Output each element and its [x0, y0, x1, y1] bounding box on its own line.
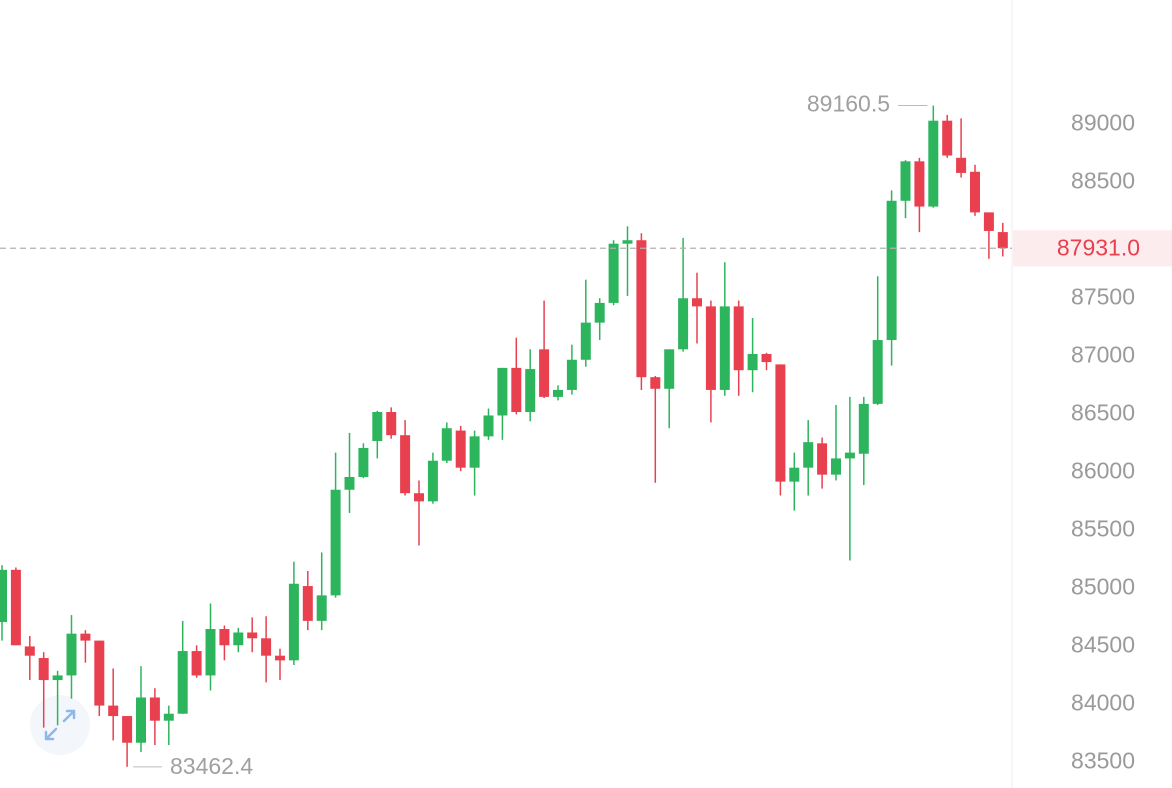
- candle-body: [511, 367, 522, 412]
- y-tick-label: 89000: [1071, 109, 1135, 135]
- candle-body: [566, 359, 577, 390]
- candle-body: [970, 171, 980, 213]
- candle-body: [997, 232, 1008, 249]
- candle-body: [0, 569, 7, 623]
- candle-body: [372, 411, 383, 442]
- candle-body: [803, 442, 814, 468]
- candle-body: [553, 389, 563, 397]
- candle-body: [914, 161, 925, 207]
- candle-body: [872, 340, 883, 404]
- candle-body: [469, 436, 480, 468]
- y-tick-label: 86000: [1071, 457, 1135, 483]
- candle-body: [94, 640, 105, 706]
- candle-body: [261, 638, 272, 656]
- candle-body: [24, 646, 35, 656]
- candle-body: [302, 586, 313, 621]
- candle-body: [66, 633, 77, 676]
- candle-body: [608, 243, 619, 303]
- candle-body: [525, 369, 536, 412]
- candle-body: [650, 377, 661, 389]
- candle-body: [858, 403, 869, 454]
- candle-body: [10, 569, 21, 646]
- candle-body: [38, 658, 49, 681]
- candle-body: [692, 298, 702, 307]
- expand-icon[interactable]: [30, 695, 90, 755]
- candle-body: [191, 651, 202, 676]
- y-tick-label: 85000: [1071, 573, 1135, 599]
- candle-body: [636, 240, 647, 378]
- candle-body: [205, 629, 216, 676]
- candle-body: [52, 675, 63, 681]
- candle-body: [330, 489, 341, 596]
- candle-body: [775, 364, 786, 482]
- y-tick-label: 87500: [1071, 283, 1135, 309]
- candle-body: [705, 306, 716, 390]
- candle-body: [136, 697, 146, 743]
- candle-body: [580, 322, 591, 360]
- candle-body: [414, 493, 424, 502]
- high-annotation: 89160.5: [807, 91, 890, 117]
- candle-body: [817, 443, 828, 475]
- candle-body: [747, 353, 758, 371]
- candle-body: [831, 458, 841, 475]
- candle-body: [233, 632, 244, 646]
- candle-body: [844, 452, 855, 459]
- y-tick-label: 87000: [1071, 341, 1135, 367]
- candle-body: [622, 240, 633, 244]
- expand-arrows: [44, 709, 76, 741]
- y-tick-label: 86500: [1071, 399, 1135, 425]
- candle-body: [455, 430, 466, 468]
- candle-body: [594, 302, 605, 323]
- candle-body: [789, 467, 800, 482]
- candle-body: [427, 460, 438, 502]
- candle-body: [80, 633, 91, 641]
- candle-body: [219, 629, 230, 646]
- last-price-bg: [1013, 230, 1172, 267]
- candle-body: [942, 120, 953, 156]
- y-tick-label: 84000: [1071, 690, 1135, 716]
- candle-body: [275, 655, 285, 661]
- y-tick-label: 83500: [1071, 748, 1135, 774]
- candle-body: [539, 349, 550, 397]
- candle-body: [316, 595, 327, 621]
- candle-body: [956, 157, 967, 173]
- candle-body: [664, 349, 675, 389]
- candle-body: [497, 367, 508, 416]
- candle-body: [247, 632, 258, 639]
- expand-icon-bg: [30, 695, 90, 755]
- candle-body: [928, 120, 939, 207]
- candle-body: [886, 200, 897, 341]
- y-tick-label: 85500: [1071, 515, 1135, 541]
- candle-body: [719, 306, 730, 390]
- candle-body: [149, 697, 160, 721]
- candle-body: [108, 705, 119, 717]
- candle-body: [900, 161, 911, 201]
- candle-body: [358, 447, 369, 477]
- candle-body: [983, 212, 994, 231]
- candle-body: [177, 651, 188, 714]
- candle-body: [288, 583, 299, 661]
- y-tick-label: 88500: [1071, 167, 1135, 193]
- candle-body: [344, 476, 355, 490]
- candle-body: [483, 415, 494, 437]
- last-price-label: 87931.0: [1057, 234, 1140, 260]
- candle-body: [441, 428, 452, 461]
- y-tick-label: 84500: [1071, 631, 1135, 657]
- candle-body: [386, 411, 397, 436]
- candle-body: [163, 713, 174, 721]
- candle-body: [400, 435, 411, 494]
- candle-body: [761, 353, 772, 363]
- low-annotation: 83462.4: [170, 753, 253, 779]
- candle-body: [678, 298, 689, 350]
- candle-body: [733, 306, 744, 371]
- candle-body: [122, 716, 133, 743]
